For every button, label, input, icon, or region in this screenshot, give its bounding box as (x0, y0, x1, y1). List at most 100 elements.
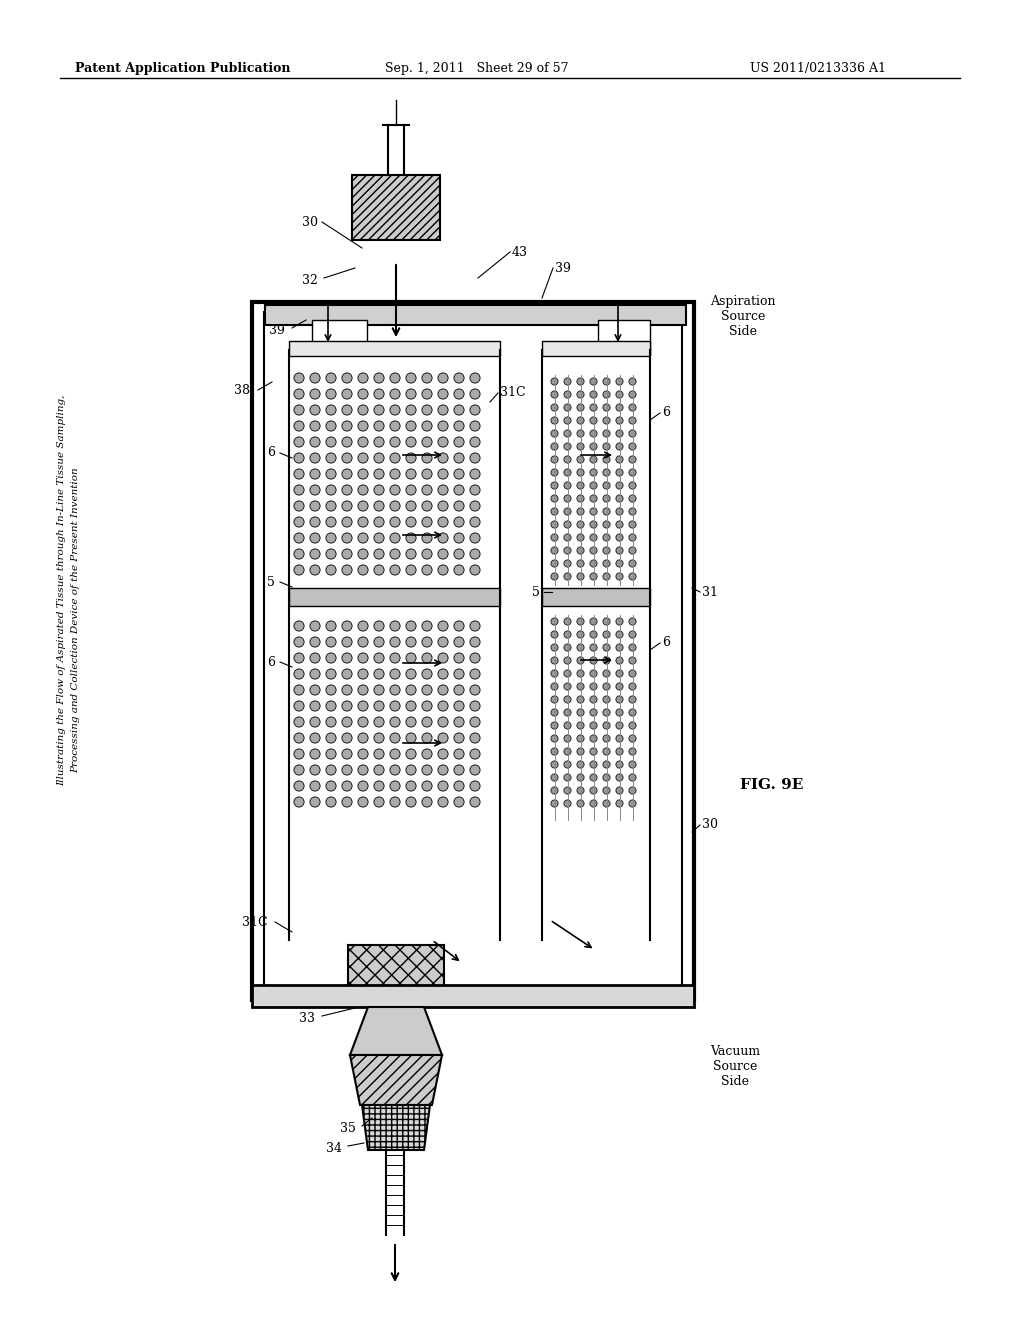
Circle shape (422, 389, 432, 399)
Circle shape (438, 502, 449, 511)
Circle shape (551, 546, 558, 554)
Circle shape (454, 389, 464, 399)
Circle shape (616, 735, 623, 742)
Circle shape (422, 533, 432, 543)
Circle shape (310, 374, 319, 383)
Circle shape (616, 722, 623, 729)
Circle shape (616, 378, 623, 385)
Circle shape (390, 374, 400, 383)
Polygon shape (350, 1055, 442, 1105)
Circle shape (358, 733, 368, 743)
Circle shape (590, 417, 597, 424)
Circle shape (470, 469, 480, 479)
Circle shape (358, 374, 368, 383)
Circle shape (358, 748, 368, 759)
Circle shape (616, 671, 623, 677)
Circle shape (603, 535, 610, 541)
Circle shape (342, 389, 352, 399)
Circle shape (564, 535, 571, 541)
Circle shape (326, 374, 336, 383)
Text: 6: 6 (662, 407, 670, 420)
Text: Processing and Collection Device of the Present Invention: Processing and Collection Device of the … (72, 467, 81, 772)
Circle shape (390, 405, 400, 414)
Circle shape (603, 618, 610, 624)
Circle shape (454, 405, 464, 414)
Circle shape (454, 781, 464, 791)
Circle shape (454, 669, 464, 678)
Circle shape (454, 748, 464, 759)
Circle shape (577, 762, 584, 768)
Circle shape (551, 762, 558, 768)
Circle shape (470, 685, 480, 696)
Circle shape (564, 417, 571, 424)
Text: 6: 6 (662, 636, 670, 649)
Circle shape (616, 469, 623, 477)
Circle shape (294, 437, 304, 447)
Circle shape (294, 565, 304, 576)
Circle shape (629, 482, 636, 488)
Circle shape (616, 696, 623, 704)
Circle shape (629, 417, 636, 424)
Circle shape (603, 722, 610, 729)
Circle shape (551, 631, 558, 638)
Circle shape (616, 573, 623, 579)
Circle shape (422, 453, 432, 463)
Circle shape (577, 722, 584, 729)
Circle shape (551, 508, 558, 515)
Circle shape (616, 748, 623, 755)
Circle shape (577, 682, 584, 690)
Circle shape (406, 502, 416, 511)
Circle shape (577, 482, 584, 488)
Circle shape (374, 565, 384, 576)
Circle shape (616, 391, 623, 399)
Circle shape (406, 717, 416, 727)
Circle shape (577, 521, 584, 528)
Circle shape (310, 797, 319, 807)
Circle shape (374, 781, 384, 791)
Circle shape (438, 653, 449, 663)
Circle shape (358, 653, 368, 663)
Circle shape (454, 533, 464, 543)
Bar (598, 319, 650, 355)
Circle shape (326, 685, 336, 696)
Circle shape (294, 748, 304, 759)
Circle shape (616, 787, 623, 795)
Circle shape (603, 469, 610, 477)
Circle shape (422, 669, 432, 678)
Circle shape (603, 495, 610, 502)
Bar (289, 587, 500, 606)
Circle shape (294, 533, 304, 543)
Circle shape (470, 405, 480, 414)
Circle shape (603, 444, 610, 450)
Circle shape (590, 748, 597, 755)
Circle shape (564, 430, 571, 437)
Circle shape (326, 437, 336, 447)
Circle shape (551, 657, 558, 664)
Circle shape (577, 573, 584, 579)
Circle shape (342, 766, 352, 775)
Circle shape (374, 717, 384, 727)
Circle shape (358, 549, 368, 558)
Circle shape (326, 733, 336, 743)
Circle shape (454, 797, 464, 807)
Circle shape (603, 762, 610, 768)
Circle shape (374, 517, 384, 527)
Circle shape (577, 644, 584, 651)
Circle shape (294, 421, 304, 432)
Circle shape (590, 546, 597, 554)
Circle shape (590, 682, 597, 690)
Text: Illustrating the Flow of Aspirated Tissue through In-Line Tissue Sampling,: Illustrating the Flow of Aspirated Tissu… (57, 395, 67, 785)
Circle shape (342, 469, 352, 479)
Text: 30: 30 (302, 215, 318, 228)
Circle shape (603, 696, 610, 704)
Circle shape (470, 638, 480, 647)
Circle shape (629, 391, 636, 399)
Circle shape (603, 774, 610, 781)
Circle shape (454, 653, 464, 663)
Circle shape (326, 701, 336, 711)
Circle shape (629, 469, 636, 477)
Circle shape (326, 748, 336, 759)
Bar (265, 305, 686, 325)
Circle shape (358, 502, 368, 511)
Circle shape (616, 774, 623, 781)
